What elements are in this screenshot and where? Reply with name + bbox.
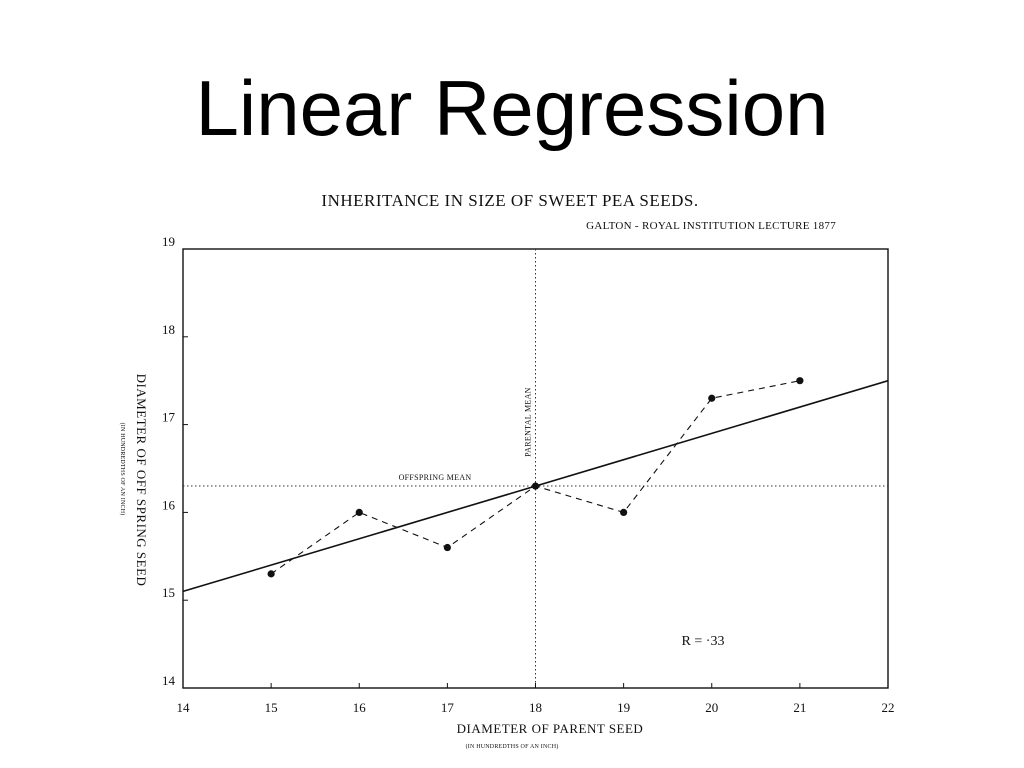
data-point bbox=[355, 508, 363, 516]
y-axis-label: DIAMETER OF OFF SPRING SEED bbox=[134, 374, 149, 587]
parental-mean-label: PARENTAL MEAN bbox=[524, 387, 533, 457]
x-tick-label: 20 bbox=[705, 700, 718, 715]
x-tick-label: 16 bbox=[353, 700, 367, 715]
y-tick-label: 16 bbox=[162, 497, 176, 512]
x-tick-label: 15 bbox=[265, 700, 278, 715]
figure-subtitle: GALTON - ROYAL INSTITUTION LECTURE 1877 bbox=[586, 220, 836, 232]
y-tick-label: 18 bbox=[162, 322, 175, 337]
data-point bbox=[267, 570, 275, 578]
regression-line bbox=[182, 379, 889, 593]
x-axis-sublabel: (IN HUNDREDTHS OF AN INCH) bbox=[466, 743, 559, 750]
slide-title: Linear Regression bbox=[195, 64, 829, 152]
x-tick-label: 14 bbox=[177, 700, 191, 715]
data-point bbox=[443, 543, 451, 552]
x-axis-ticks: 14 15 16 17 18 19 20 21 22 bbox=[177, 683, 895, 715]
y-tick-label: 15 bbox=[162, 585, 175, 600]
y-axis-sublabel: (IN HUNDREDTHS OF AN INCH) bbox=[119, 423, 126, 516]
figure-title: INHERITANCE IN SIZE OF SWEET PEA SEEDS. bbox=[321, 191, 698, 210]
series-layer bbox=[182, 377, 889, 593]
x-axis-label: DIAMETER OF PARENT SEED bbox=[457, 721, 644, 736]
x-tick-label: 19 bbox=[617, 700, 630, 715]
correlation-label: R = ·33 bbox=[682, 634, 725, 649]
x-tick-label: 21 bbox=[793, 700, 806, 715]
data-point bbox=[620, 508, 628, 516]
x-tick-label: 22 bbox=[882, 700, 895, 715]
y-axis-ticks: 14 15 16 17 18 19 bbox=[162, 234, 188, 689]
y-tick-label: 19 bbox=[162, 234, 175, 249]
data-point bbox=[708, 394, 716, 402]
data-point bbox=[796, 377, 804, 385]
y-tick-label: 14 bbox=[162, 673, 176, 688]
offspring-mean-label: OFFSPRING MEAN bbox=[399, 473, 472, 482]
y-tick-label: 17 bbox=[162, 410, 176, 425]
x-tick-label: 18 bbox=[529, 700, 542, 715]
x-tick-label: 17 bbox=[441, 700, 455, 715]
